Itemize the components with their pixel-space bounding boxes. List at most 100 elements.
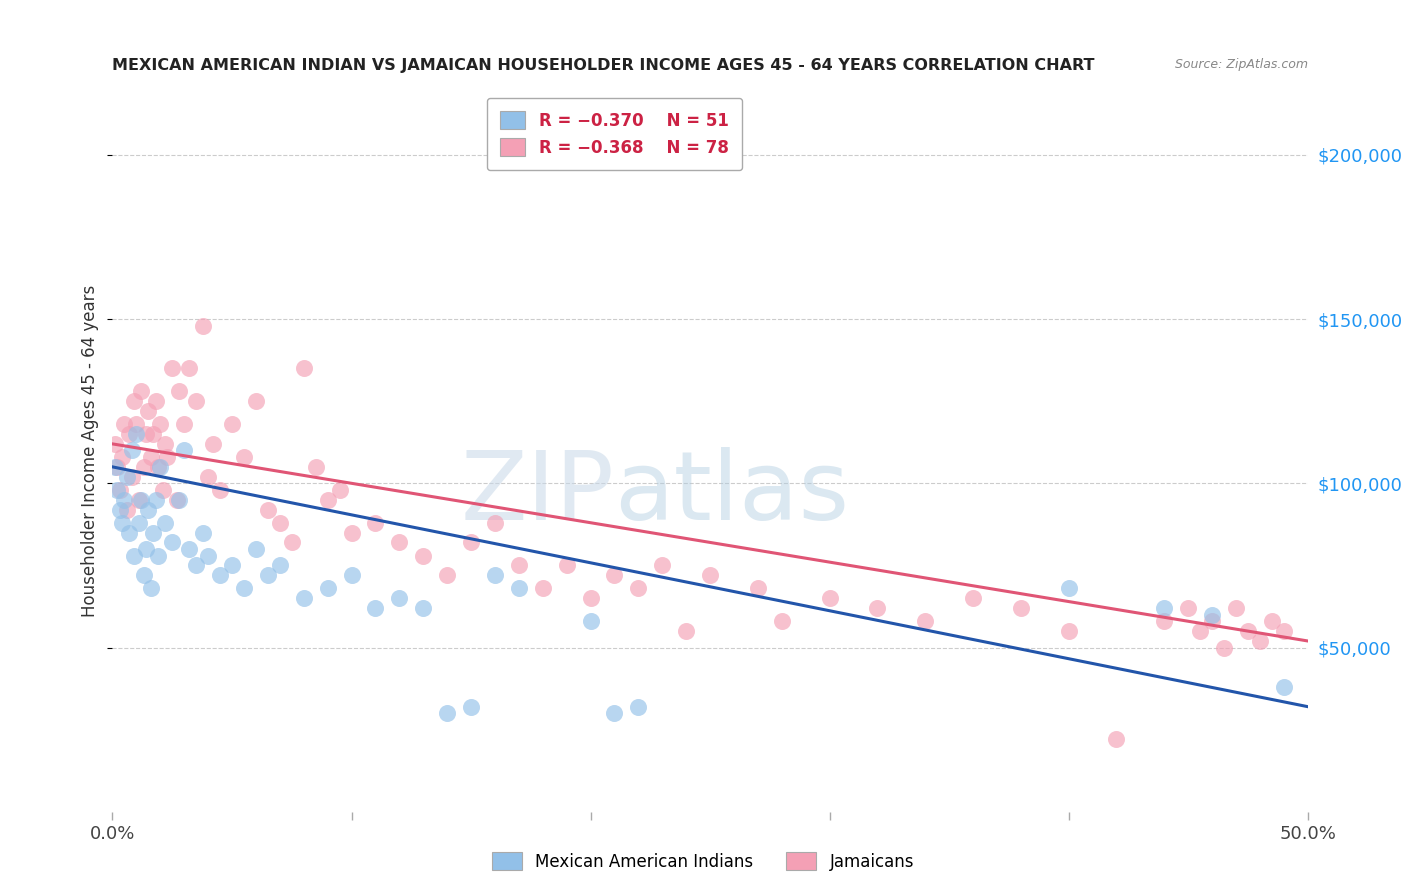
Point — [1057, 582, 1080, 596]
Point — [128, 492, 150, 507]
Point — [603, 706, 626, 721]
Point — [197, 469, 219, 483]
Point — [1213, 640, 1236, 655]
Point — [132, 459, 155, 474]
Point — [209, 568, 232, 582]
Point — [221, 417, 243, 432]
Point — [118, 427, 141, 442]
Point — [316, 582, 339, 596]
Point — [962, 591, 984, 606]
Point — [747, 582, 769, 596]
Point — [603, 568, 626, 582]
Point — [162, 361, 183, 376]
Point — [627, 699, 650, 714]
Point — [436, 706, 458, 721]
Point — [1010, 601, 1032, 615]
Point — [122, 549, 145, 563]
Point — [305, 459, 328, 474]
Point — [145, 394, 167, 409]
Point — [138, 502, 160, 516]
Point — [340, 568, 363, 582]
Point — [245, 541, 267, 556]
Point — [1153, 601, 1175, 615]
Point — [197, 549, 219, 563]
Point — [770, 614, 793, 628]
Point — [122, 394, 145, 409]
Point — [149, 459, 172, 474]
Point — [142, 525, 165, 540]
Point — [121, 443, 143, 458]
Point — [1237, 624, 1260, 639]
Point — [269, 516, 291, 530]
Point — [484, 516, 506, 530]
Legend: R = −0.370    N = 51, R = −0.368    N = 78: R = −0.370 N = 51, R = −0.368 N = 78 — [486, 97, 742, 169]
Point — [138, 404, 160, 418]
Point — [651, 558, 673, 573]
Point — [193, 318, 215, 333]
Point — [245, 394, 267, 409]
Point — [142, 427, 165, 442]
Point — [508, 558, 530, 573]
Point — [460, 535, 482, 549]
Point — [388, 591, 411, 606]
Point — [209, 483, 232, 497]
Point — [1201, 607, 1223, 622]
Point — [257, 568, 280, 582]
Point — [153, 437, 176, 451]
Point — [128, 516, 150, 530]
Point — [436, 568, 458, 582]
Point — [145, 492, 167, 507]
Point — [135, 427, 157, 442]
Point — [169, 492, 191, 507]
Legend: Mexican American Indians, Jamaicans: Mexican American Indians, Jamaicans — [484, 844, 922, 880]
Point — [1261, 614, 1284, 628]
Point — [146, 549, 169, 563]
Point — [125, 427, 148, 442]
Point — [233, 450, 256, 464]
Point — [108, 483, 131, 497]
Text: ZIP: ZIP — [461, 447, 614, 541]
Point — [292, 591, 315, 606]
Point — [412, 601, 434, 615]
Point — [340, 525, 363, 540]
Point — [329, 483, 352, 497]
Point — [108, 502, 131, 516]
Point — [162, 535, 183, 549]
Point — [257, 502, 280, 516]
Point — [914, 614, 936, 628]
Point — [364, 516, 387, 530]
Text: MEXICAN AMERICAN INDIAN VS JAMAICAN HOUSEHOLDER INCOME AGES 45 - 64 YEARS CORREL: MEXICAN AMERICAN INDIAN VS JAMAICAN HOUS… — [112, 58, 1095, 73]
Point — [316, 492, 339, 507]
Point — [866, 601, 889, 615]
Point — [818, 591, 841, 606]
Point — [135, 541, 157, 556]
Point — [156, 450, 179, 464]
Point — [166, 492, 188, 507]
Point — [388, 535, 411, 549]
Point — [269, 558, 291, 573]
Point — [460, 699, 482, 714]
Point — [1189, 624, 1212, 639]
Point — [1272, 680, 1295, 694]
Point — [1272, 624, 1295, 639]
Point — [1249, 634, 1271, 648]
Point — [114, 492, 135, 507]
Point — [555, 558, 578, 573]
Point — [177, 361, 200, 376]
Point — [233, 582, 256, 596]
Point — [186, 394, 208, 409]
Point — [125, 417, 148, 432]
Point — [1201, 614, 1223, 628]
Text: Source: ZipAtlas.com: Source: ZipAtlas.com — [1174, 58, 1308, 71]
Point — [186, 558, 208, 573]
Point — [129, 384, 152, 399]
Point — [531, 582, 554, 596]
Point — [149, 417, 172, 432]
Point — [1225, 601, 1247, 615]
Point — [111, 450, 134, 464]
Point — [105, 483, 128, 497]
Point — [104, 437, 127, 451]
Point — [579, 614, 602, 628]
Point — [111, 516, 134, 530]
Point — [139, 450, 162, 464]
